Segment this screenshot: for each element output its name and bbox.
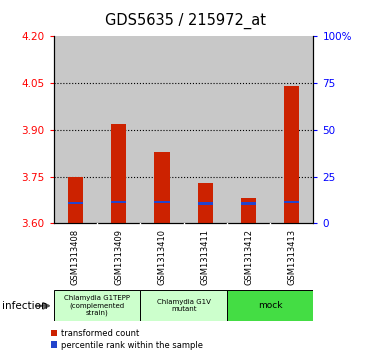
- Bar: [140, 290, 227, 321]
- Bar: [227, 290, 313, 321]
- Bar: [198, 202, 213, 205]
- Bar: [284, 86, 299, 223]
- Bar: [68, 176, 83, 223]
- Bar: [284, 201, 299, 203]
- Text: GSM1313413: GSM1313413: [288, 229, 296, 285]
- Bar: [111, 201, 126, 203]
- Text: GSM1313410: GSM1313410: [158, 229, 167, 285]
- Bar: [54, 290, 140, 321]
- Bar: [54, 36, 97, 223]
- Legend: transformed count, percentile rank within the sample: transformed count, percentile rank withi…: [50, 329, 203, 350]
- Bar: [154, 152, 170, 223]
- Bar: [227, 36, 270, 223]
- Text: mock: mock: [258, 301, 282, 310]
- Bar: [140, 36, 184, 223]
- Text: GSM1313408: GSM1313408: [71, 229, 80, 285]
- Bar: [241, 198, 256, 223]
- Text: infection: infection: [2, 301, 47, 311]
- Bar: [111, 123, 126, 223]
- Text: Chlamydia G1TEPP
(complemented
strain): Chlamydia G1TEPP (complemented strain): [64, 295, 130, 316]
- Bar: [97, 36, 140, 223]
- Text: GSM1313411: GSM1313411: [201, 229, 210, 285]
- Text: GSM1313409: GSM1313409: [114, 229, 123, 285]
- Bar: [198, 183, 213, 223]
- Text: Chlamydia G1V
mutant: Chlamydia G1V mutant: [157, 299, 211, 312]
- Bar: [184, 36, 227, 223]
- Text: GSM1313412: GSM1313412: [244, 229, 253, 285]
- Bar: [68, 201, 83, 204]
- Bar: [270, 36, 313, 223]
- Text: GDS5635 / 215972_at: GDS5635 / 215972_at: [105, 13, 266, 29]
- Bar: [241, 202, 256, 205]
- Bar: [154, 201, 170, 203]
